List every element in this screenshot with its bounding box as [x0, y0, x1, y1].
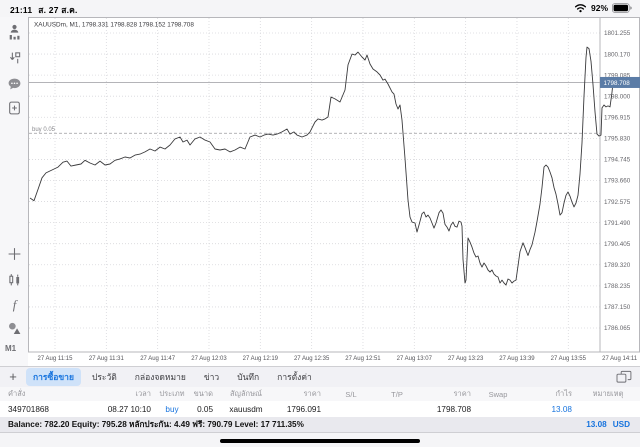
price-line-series	[29, 46, 614, 286]
col-header-11[interactable]: หมายเหตุ	[592, 389, 624, 398]
cell-1: 08.27 10:10	[107, 404, 151, 414]
current-price-tag	[600, 76, 640, 88]
status-left: 21:11 ส. 27 ส.ค.	[10, 3, 78, 17]
add-tab-button[interactable]: +	[9, 368, 17, 384]
x-axis-label: 27 Aug 11:31	[89, 356, 125, 362]
x-axis-label: 27 Aug 11:47	[140, 356, 176, 362]
svg-text:f: f	[13, 298, 19, 312]
buy-position-label: buy 0.05	[32, 127, 56, 133]
tab-3[interactable]: ข่าว	[203, 372, 220, 382]
x-axis-label: 27 Aug 13:55	[551, 356, 587, 362]
x-axis-label: 27 Aug 12:35	[294, 356, 330, 362]
y-axis-label: 1798.000	[604, 93, 631, 100]
x-axis-label: 27 Aug 11:15	[38, 356, 74, 362]
x-axis-label: 27 Aug 12:03	[191, 356, 227, 362]
tab-0[interactable]: การซื้อขาย	[26, 368, 81, 386]
price-chart[interactable]: 27 Aug 11:15 27 Aug 11:31 27 Aug 11:47 27 A…	[28, 17, 640, 366]
status-right: 92%	[574, 3, 632, 13]
wifi-icon	[574, 4, 587, 13]
y-axis-label: 1801.255	[604, 30, 631, 37]
window-layout-icon[interactable]	[616, 370, 632, 384]
timeframe-button[interactable]: M1	[5, 344, 17, 353]
tab-list: การซื้อขาย ประวัติ กล่องจดหมาย ข่าว บันทึก กา…	[26, 368, 319, 386]
y-axis-label: 1790.405	[604, 241, 631, 248]
cell-8: 1798.708	[436, 404, 471, 414]
battery-percent: 92%	[590, 3, 608, 13]
col-header-5[interactable]: ราคา	[303, 389, 321, 398]
status-bar: 21:11 ส. 27 ส.ค. 92%	[0, 0, 640, 17]
x-axis-label: 27 Aug 12:51	[345, 356, 381, 362]
objects-icon[interactable]	[7, 320, 22, 336]
tab-4[interactable]: บันทึก	[237, 372, 260, 382]
status-date: ส. 27 ส.ค.	[38, 5, 78, 15]
x-axis-label: 27 Aug 12:19	[243, 356, 279, 362]
y-axis-label: 1795.830	[604, 136, 631, 143]
trade-arrows-icon[interactable]	[7, 50, 22, 66]
y-axis-label: 1789.320	[604, 262, 631, 269]
y-axis-label: 1787.150	[604, 304, 631, 311]
col-header-2[interactable]: ประเภท	[159, 389, 185, 398]
col-header-8[interactable]: ราคา	[453, 389, 471, 398]
balance-summary: Balance: 782.20 Equity: 795.28 หลักประกั…	[8, 420, 304, 429]
cell-10: 13.08	[551, 404, 573, 414]
tab-1[interactable]: ประวัติ	[91, 372, 117, 382]
balance-row: Balance: 782.20 Equity: 795.28 หลักประกั…	[0, 417, 640, 433]
y-axis-label: 1799.085	[604, 72, 631, 79]
left-toolbar: f M1	[0, 17, 28, 366]
tab-5[interactable]: การตั้งค่า	[277, 372, 312, 382]
total-profit-value: 13.08	[586, 420, 607, 429]
y-axis-label: 1791.490	[604, 220, 631, 227]
bottom-tab-bar: + การซื้อขาย ประวัติ กล่องจดหมาย ข่าว บันทึก…	[0, 366, 640, 387]
col-header-4[interactable]: สัญลักษณ์	[229, 389, 262, 398]
cell-0: 349701868	[8, 404, 49, 414]
indicator-f-icon[interactable]: f	[7, 296, 22, 312]
cell-3: 0.05	[197, 404, 213, 414]
cell-2: buy	[165, 404, 179, 414]
current-price-tag-label: 1798.708	[604, 80, 631, 87]
col-header-6[interactable]: S/L	[345, 389, 357, 399]
total-profit: 13.08 USD	[586, 420, 640, 429]
col-header-9[interactable]: Swap	[488, 389, 508, 399]
account-icon[interactable]	[7, 24, 22, 40]
y-axis-label: 1800.170	[604, 51, 631, 58]
candles-icon[interactable]	[7, 272, 22, 288]
y-axis-label: 1788.235	[604, 283, 631, 290]
x-axis-label: 27 Aug 14:11	[602, 356, 638, 362]
x-axis-label: 27 Aug 13:39	[499, 356, 535, 362]
position-row[interactable]: 349701868 08.27 10:10 buy 0.05 xauusdm 1796.0…	[0, 401, 640, 417]
x-axis-label: 27 Aug 13:07	[397, 356, 433, 362]
col-header-3[interactable]: ขนาด	[193, 389, 213, 398]
cell-4: xauusdm	[229, 404, 263, 414]
col-header-1[interactable]: เวลา	[135, 389, 151, 398]
home-indicator[interactable]	[220, 439, 420, 443]
tab-2[interactable]: กล่องจดหมาย	[134, 372, 186, 382]
battery-icon	[612, 3, 632, 13]
col-header-7[interactable]: T/P	[391, 389, 403, 399]
x-axis-label: 27 Aug 13:23	[448, 356, 484, 362]
y-axis-label: 1792.575	[604, 199, 631, 206]
crosshair-icon[interactable]	[7, 246, 22, 262]
y-axis-label: 1794.745	[604, 157, 631, 164]
positions-table-header: คำสั่ง เวลา ประเภท ขนาด สัญลักษณ์ ราคา S/L T/P ร…	[0, 387, 640, 401]
y-axis-label: 1793.660	[604, 178, 631, 185]
new-order-icon[interactable]	[7, 100, 22, 116]
cell-5: 1796.091	[286, 404, 321, 414]
chart-ohlc-header: XAUUSDm, M1, 1798.331 1798.828 1798.152 …	[34, 22, 194, 29]
clock: 21:11	[10, 5, 33, 15]
total-profit-currency: USD	[612, 420, 630, 429]
col-header-10[interactable]: กำไร	[555, 389, 572, 398]
y-axis-label: 1786.065	[604, 325, 631, 332]
y-axis-label: 1796.915	[604, 114, 631, 121]
col-header-0[interactable]: คำสั่ง	[8, 389, 26, 398]
chat-icon[interactable]	[7, 76, 22, 92]
